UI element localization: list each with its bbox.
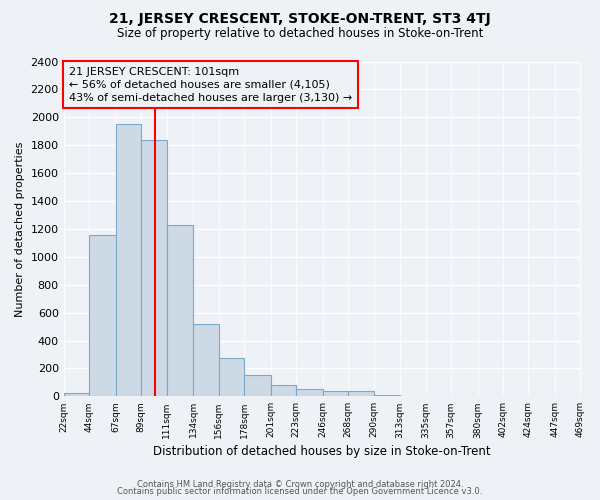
Bar: [64, 393, 89, 396]
Bar: [244, 376, 271, 396]
Bar: [323, 390, 348, 396]
Bar: [116, 124, 141, 396]
Bar: [271, 385, 296, 396]
Text: Contains public sector information licensed under the Open Government Licence v3: Contains public sector information licen…: [118, 488, 482, 496]
Text: 21, JERSEY CRESCENT, STOKE-ON-TRENT, ST3 4TJ: 21, JERSEY CRESCENT, STOKE-ON-TRENT, ST3…: [109, 12, 491, 26]
Bar: [374, 395, 400, 396]
Bar: [167, 226, 193, 396]
Bar: [89, 235, 116, 396]
Bar: [193, 324, 218, 396]
Text: Contains HM Land Registry data © Crown copyright and database right 2024.: Contains HM Land Registry data © Crown c…: [137, 480, 463, 489]
Text: 21 JERSEY CRESCENT: 101sqm
← 56% of detached houses are smaller (4,105)
43% of s: 21 JERSEY CRESCENT: 101sqm ← 56% of deta…: [69, 66, 352, 103]
Bar: [296, 390, 323, 396]
Bar: [218, 358, 244, 397]
Text: Size of property relative to detached houses in Stoke-on-Trent: Size of property relative to detached ho…: [117, 28, 483, 40]
Bar: [141, 140, 167, 396]
Bar: [348, 392, 374, 396]
X-axis label: Distribution of detached houses by size in Stoke-on-Trent: Distribution of detached houses by size …: [153, 444, 491, 458]
Y-axis label: Number of detached properties: Number of detached properties: [15, 141, 25, 316]
